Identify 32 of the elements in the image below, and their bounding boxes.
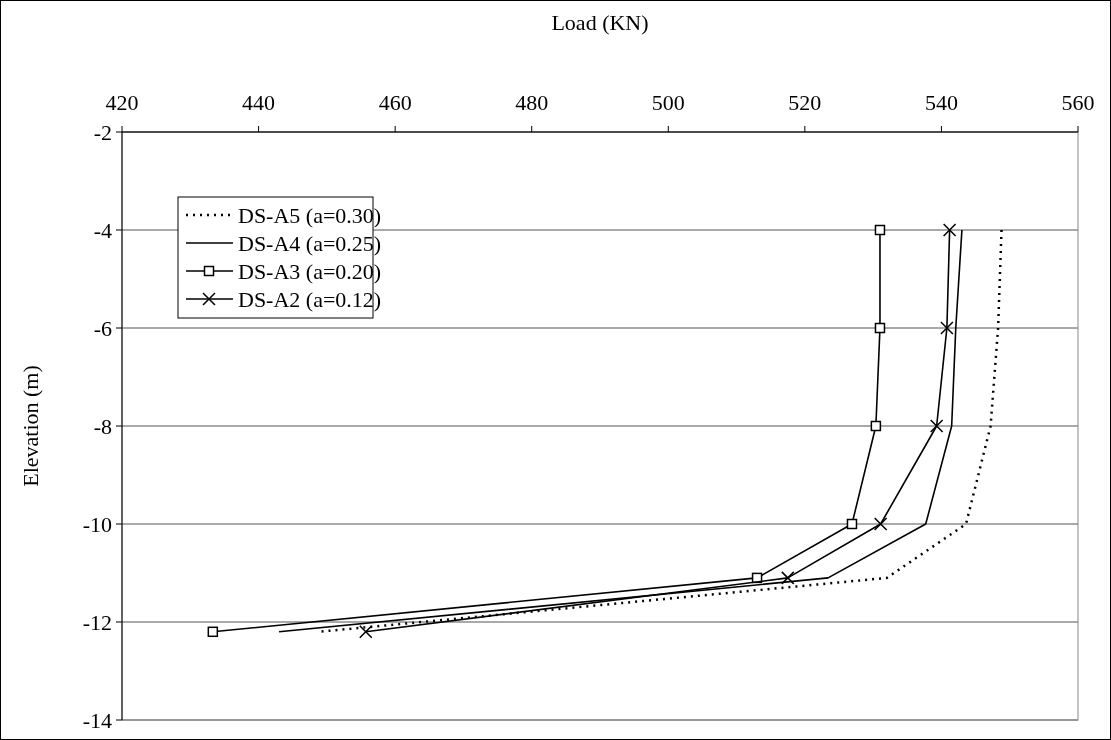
- x-tick-label: 560: [1061, 90, 1095, 115]
- point: [940, 321, 954, 335]
- legend-label: DS-A2 (a=0.12): [238, 286, 382, 312]
- y-axis-title: Elevation (m): [18, 365, 43, 487]
- y-tick-label: -6: [93, 315, 112, 341]
- x-axis-title: Load (KN): [551, 10, 649, 35]
- x-tick-label: 420: [105, 90, 139, 115]
- y-tick-label: -14: [82, 707, 112, 733]
- legend-label: DS-A4 (a=0.25): [238, 230, 382, 256]
- x-tick-label: 520: [788, 90, 822, 115]
- point: [942, 223, 957, 237]
- point: [781, 571, 795, 585]
- point: [359, 625, 373, 639]
- y-tick-label: -10: [82, 511, 112, 537]
- y-tick-label: -12: [82, 609, 112, 635]
- y-tick-label: -8: [93, 413, 112, 439]
- x-tick-label: 540: [924, 90, 958, 115]
- x-tick-label: 500: [651, 90, 685, 115]
- point: [929, 419, 944, 433]
- point: [870, 420, 882, 432]
- point: [874, 322, 886, 334]
- point: [207, 626, 219, 638]
- y-tick-label: -4: [93, 217, 112, 243]
- legend-label: DS-A3 (a=0.20): [238, 258, 382, 284]
- point: [873, 517, 888, 531]
- point: [874, 224, 886, 236]
- legend-label: DS-A5 (a=0.30): [238, 202, 382, 228]
- point: [846, 518, 858, 530]
- x-tick-label: 460: [378, 90, 412, 115]
- x-tick-label: 440: [242, 90, 276, 115]
- x-tick-label: 480: [515, 90, 549, 115]
- y-tick-label: -2: [93, 119, 112, 145]
